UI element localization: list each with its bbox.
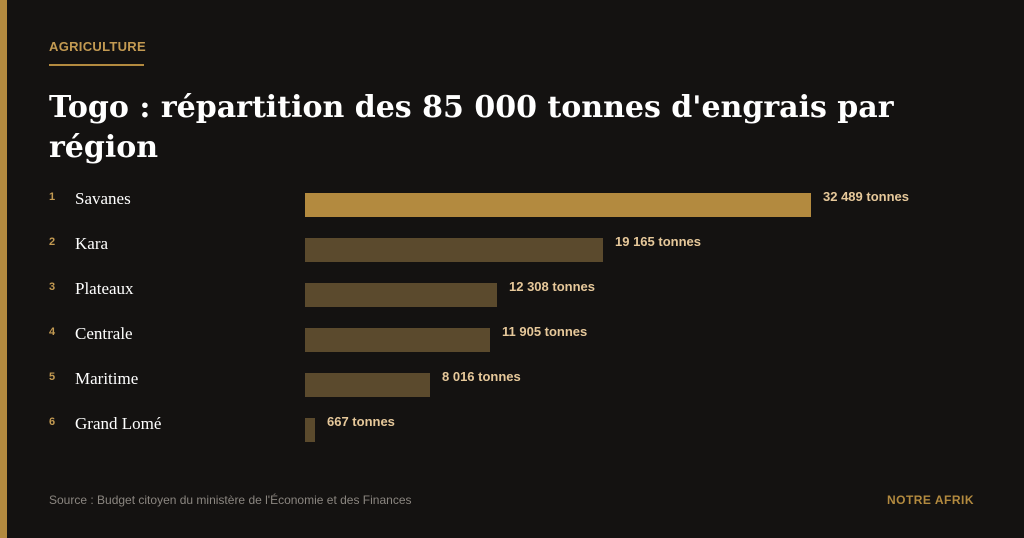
brand-logo: NOTRE AFRIK — [886, 493, 974, 507]
bar-row: 3 Plateaux 12 308 tonnes — [0, 279, 1024, 311]
rank-number: 2 — [49, 236, 56, 248]
rank-number: 5 — [49, 371, 56, 383]
value-label: 667 tonnes — [327, 414, 395, 429]
value-label: 19 165 tonnes — [615, 234, 701, 249]
bar-row: 2 Kara 19 165 tonnes — [0, 234, 1024, 266]
bar-row: 1 Savanes 32 489 tonnes — [0, 189, 1024, 221]
rank-number: 1 — [49, 191, 56, 203]
value-label: 12 308 tonnes — [509, 279, 595, 294]
bar-row: 4 Centrale 11 905 tonnes — [0, 324, 1024, 356]
rank-number: 6 — [49, 416, 56, 428]
category-label: AGRICULTURE — [49, 39, 146, 54]
bar — [305, 283, 497, 307]
category-underline — [49, 64, 144, 66]
bar — [305, 373, 430, 397]
value-label: 11 905 tonnes — [502, 324, 588, 339]
region-label: Grand Lomé — [75, 414, 162, 433]
region-label: Centrale — [75, 324, 133, 343]
value-label: 8 016 tonnes — [442, 369, 521, 384]
value-label: 32 489 tonnes — [823, 189, 909, 204]
bar — [305, 328, 490, 352]
source-note: Source : Budget citoyen du ministère de … — [49, 493, 412, 507]
bar-row: 6 Grand Lomé 667 tonnes — [0, 414, 1024, 446]
bar — [305, 418, 315, 442]
left-accent-bar — [0, 0, 7, 538]
bar-row: 5 Maritime 8 016 tonnes — [0, 369, 1024, 401]
region-label: Kara — [75, 234, 109, 253]
rank-number: 4 — [49, 326, 56, 338]
bar — [305, 238, 603, 262]
bar — [305, 193, 811, 217]
region-label: Plateaux — [75, 279, 134, 298]
region-label: Maritime — [75, 369, 139, 388]
chart-title: Togo : répartition des 85 000 tonnes d'e… — [49, 90, 894, 165]
rank-number: 3 — [49, 281, 56, 293]
region-label: Savanes — [75, 189, 131, 208]
